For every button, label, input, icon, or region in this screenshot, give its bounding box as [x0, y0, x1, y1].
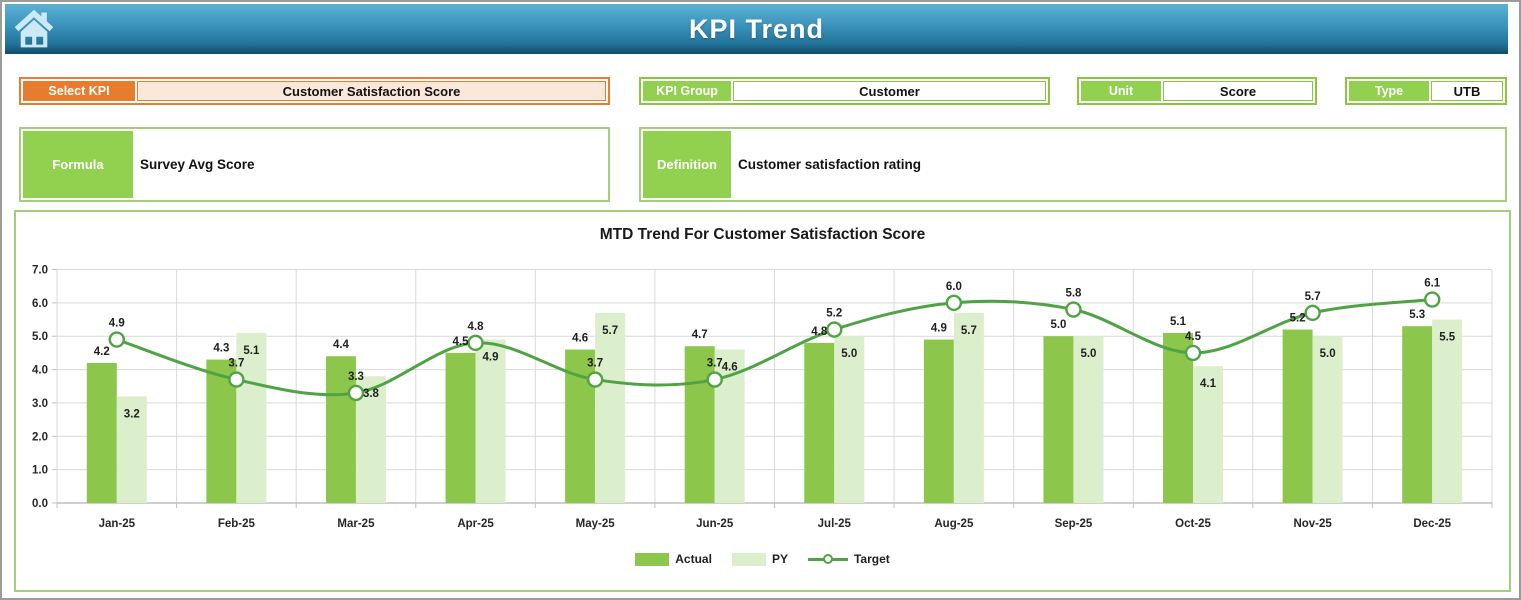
svg-text:5.0: 5.0	[1080, 348, 1096, 360]
svg-text:4.2: 4.2	[94, 346, 110, 358]
legend-label-py: PY	[771, 552, 788, 566]
svg-text:Apr-25: Apr-25	[457, 518, 494, 530]
svg-text:5.0: 5.0	[32, 331, 48, 343]
type-label: Type	[1349, 81, 1429, 101]
svg-text:6.0: 6.0	[32, 298, 48, 310]
svg-text:5.8: 5.8	[1065, 288, 1082, 300]
svg-text:4.4: 4.4	[333, 339, 350, 351]
svg-text:3.8: 3.8	[363, 388, 380, 400]
select-kpi-control: Select KPI Customer Satisfaction Score	[19, 77, 610, 105]
svg-text:5.0: 5.0	[841, 348, 857, 360]
actual-swatch-icon	[635, 552, 670, 566]
svg-text:5.1: 5.1	[1170, 316, 1187, 328]
svg-text:Sep-25: Sep-25	[1055, 518, 1093, 530]
select-kpi-label: Select KPI	[23, 81, 135, 101]
svg-text:5.2: 5.2	[826, 308, 842, 320]
svg-text:4.7: 4.7	[692, 329, 708, 341]
svg-text:Dec-25: Dec-25	[1413, 518, 1451, 530]
definition-label: Definition	[643, 131, 731, 198]
svg-text:Mar-25: Mar-25	[337, 518, 375, 530]
svg-text:2.0: 2.0	[32, 431, 48, 443]
formula-label: Formula	[23, 131, 133, 198]
svg-text:May-25: May-25	[576, 518, 616, 530]
unit-value: Score	[1163, 81, 1313, 101]
svg-text:5.3: 5.3	[1409, 309, 1425, 321]
home-icon	[14, 9, 54, 48]
definition-box: Definition Customer satisfaction rating	[639, 127, 1507, 202]
svg-text:Oct-25: Oct-25	[1175, 518, 1211, 530]
target-swatch-icon	[807, 553, 848, 566]
svg-text:4.5: 4.5	[453, 336, 470, 348]
chart-legend: Actual PY Target	[16, 548, 1509, 570]
kpi-trend-chart: MTD Trend For Customer Satisfaction Scor…	[14, 210, 1511, 592]
legend-item-target: Target	[807, 552, 890, 566]
svg-text:6.0: 6.0	[946, 281, 962, 293]
svg-text:4.0: 4.0	[32, 365, 48, 377]
svg-text:Jul-25: Jul-25	[818, 518, 852, 530]
svg-text:6.1: 6.1	[1424, 278, 1441, 290]
svg-text:4.9: 4.9	[483, 352, 499, 364]
kpi-group-label: KPI Group	[643, 81, 731, 101]
type-control: Type UTB	[1345, 77, 1507, 105]
svg-text:3.7: 3.7	[587, 358, 603, 370]
unit-label: Unit	[1081, 81, 1161, 101]
svg-text:4.8: 4.8	[468, 321, 485, 333]
svg-text:5.2: 5.2	[1290, 313, 1306, 325]
home-button[interactable]	[12, 7, 56, 51]
svg-text:4.9: 4.9	[109, 318, 125, 330]
svg-text:0.0: 0.0	[32, 498, 48, 510]
svg-text:5.7: 5.7	[602, 325, 618, 337]
formula-box: Formula Survey Avg Score	[19, 127, 610, 202]
py-swatch-icon	[731, 552, 766, 566]
svg-text:5.0: 5.0	[1320, 348, 1336, 360]
legend-label-target: Target	[853, 552, 890, 566]
svg-text:3.7: 3.7	[707, 358, 723, 370]
svg-text:Nov-25: Nov-25	[1293, 518, 1332, 530]
svg-text:5.1: 5.1	[243, 345, 260, 357]
svg-text:3.7: 3.7	[228, 358, 244, 370]
header-bar: KPI Trend	[5, 4, 1508, 54]
svg-text:Feb-25: Feb-25	[218, 518, 256, 530]
select-kpi-value-dropdown[interactable]: Customer Satisfaction Score	[137, 81, 606, 101]
type-value: UTB	[1431, 81, 1503, 101]
svg-text:7.0: 7.0	[32, 265, 48, 277]
svg-text:1.0: 1.0	[32, 465, 48, 477]
chart-title: MTD Trend For Customer Satisfaction Scor…	[599, 226, 926, 243]
svg-text:3.2: 3.2	[124, 408, 140, 420]
svg-text:4.6: 4.6	[722, 362, 738, 374]
svg-text:4.8: 4.8	[811, 326, 828, 338]
legend-item-actual: Actual	[635, 552, 712, 566]
formula-value: Survey Avg Score	[133, 131, 606, 198]
svg-text:4.5: 4.5	[1185, 331, 1202, 343]
unit-control: Unit Score	[1077, 77, 1317, 105]
legend-item-py: PY	[731, 552, 788, 566]
kpi-group-control: KPI Group Customer	[639, 77, 1050, 105]
svg-text:Jan-25: Jan-25	[99, 518, 136, 530]
svg-text:Jun-25: Jun-25	[696, 518, 734, 530]
svg-text:Aug-25: Aug-25	[934, 518, 974, 530]
svg-text:4.1: 4.1	[1200, 378, 1217, 390]
chart-plot-area: 0.0 1.0 2.0 3.0 4.0 5.0 6.0 7.0 4.2 3.2 4.9 Jan-25 4…	[32, 265, 1493, 530]
svg-text:3.3: 3.3	[348, 371, 364, 383]
svg-text:4.3: 4.3	[213, 343, 229, 355]
page-title: KPI Trend	[688, 13, 825, 44]
svg-text:3.0: 3.0	[32, 398, 48, 410]
definition-value: Customer satisfaction rating	[731, 131, 1503, 198]
svg-text:5.7: 5.7	[961, 325, 977, 337]
legend-label-actual: Actual	[675, 552, 712, 566]
kpi-group-value: Customer	[733, 81, 1046, 101]
svg-text:5.7: 5.7	[1305, 291, 1321, 303]
svg-text:5.0: 5.0	[1050, 319, 1066, 331]
svg-text:4.6: 4.6	[572, 333, 588, 345]
svg-text:5.5: 5.5	[1439, 332, 1456, 344]
svg-text:4.9: 4.9	[931, 323, 947, 335]
